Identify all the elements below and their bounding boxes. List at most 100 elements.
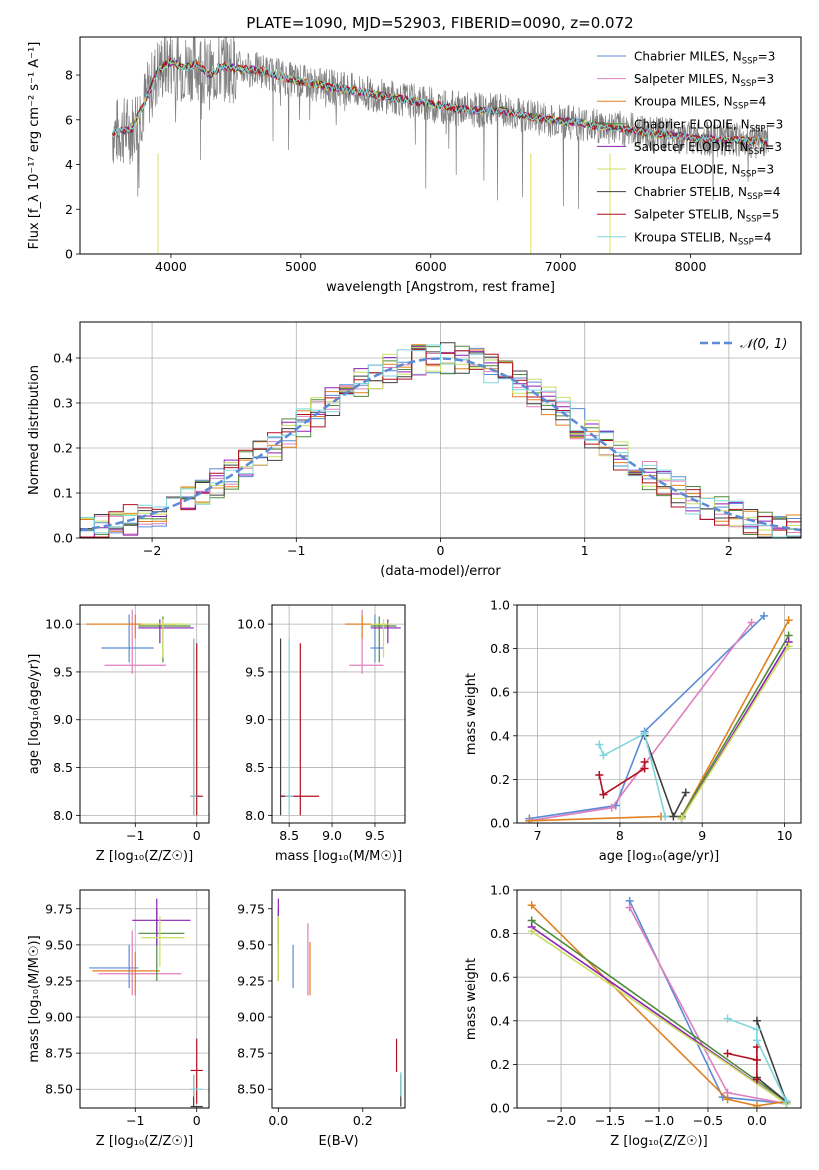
y-tick-label: 0.3 bbox=[53, 396, 73, 411]
histogram-step-line bbox=[80, 347, 801, 538]
y-tick-label: 2 bbox=[65, 202, 73, 217]
weight-marker bbox=[752, 1056, 761, 1065]
y-tick-label: 9.00 bbox=[45, 1010, 73, 1025]
axes-frame bbox=[79, 36, 802, 255]
legend-count: =3 bbox=[756, 163, 774, 177]
x-tick-label: 1 bbox=[581, 543, 589, 558]
legend-count: =3 bbox=[764, 140, 782, 154]
y-tick-label: 4 bbox=[65, 157, 73, 172]
x-axis-label: Z [log₁₀(Z/Z☉)] bbox=[96, 849, 193, 864]
legend-label: Chabrier ELODIE, NSSP=3 bbox=[634, 117, 783, 134]
plot-area bbox=[80, 342, 801, 538]
histogram-step-line bbox=[80, 344, 801, 538]
axes-frame bbox=[516, 604, 802, 824]
plot-area bbox=[86, 609, 203, 816]
legend-subscript: SSP bbox=[742, 57, 758, 67]
legend-label: Salpeter ELODIE, NSSP=3 bbox=[634, 140, 782, 157]
y-tick-label: 0.2 bbox=[490, 772, 510, 787]
weight-line bbox=[531, 930, 787, 1105]
weight-marker bbox=[784, 642, 793, 651]
weight-marker bbox=[669, 812, 678, 821]
legend-count: =4 bbox=[749, 95, 767, 109]
weight-line bbox=[531, 919, 787, 1103]
axes-frame bbox=[516, 889, 802, 1109]
y-tick-label: 9.0 bbox=[245, 712, 265, 727]
ebv-mass-panel: 0.0 0.2 8.50 8.75 9.00 9.25 9.50 9.75 E(B-V) bbox=[237, 889, 406, 1149]
weight-marker bbox=[527, 901, 536, 910]
y-tick-label: 0 bbox=[65, 247, 73, 262]
x-tick-label: −2.0 bbox=[546, 1113, 576, 1128]
x-tick-label: 0.0 bbox=[747, 1113, 767, 1128]
y-tick-label: 8.0 bbox=[245, 808, 265, 823]
x-axis-label: Z [log₁₀(Z/Z☉)] bbox=[610, 1134, 707, 1149]
weight-line bbox=[643, 735, 687, 819]
y-tick-label: 0.8 bbox=[490, 926, 510, 941]
x-tick-label: 8 bbox=[616, 828, 624, 843]
weight-marker bbox=[723, 1049, 732, 1058]
plot-area bbox=[525, 611, 793, 823]
weight-marker bbox=[782, 1097, 791, 1106]
y-tick-label: 8.50 bbox=[237, 1082, 265, 1097]
weight-line bbox=[727, 1017, 788, 1102]
y-tick-label: 9.50 bbox=[237, 937, 265, 952]
weight-marker bbox=[759, 611, 768, 620]
legend-count: =3 bbox=[758, 50, 776, 64]
axes-frame bbox=[79, 889, 210, 1109]
weight-line bbox=[531, 904, 787, 1107]
x-axis-label: age [log₁₀(age/yr)] bbox=[599, 849, 720, 864]
x-tick-label: 0 bbox=[193, 1113, 201, 1128]
y-tick-label: 0.0 bbox=[490, 1101, 510, 1116]
weight-marker bbox=[661, 812, 670, 821]
y-axis-label: mass weight bbox=[464, 673, 479, 755]
legend-count: =3 bbox=[766, 117, 784, 131]
y-tick-label: 0.2 bbox=[53, 441, 73, 456]
x-tick-label: 0.0 bbox=[268, 1113, 288, 1128]
y-tick-label: 0.6 bbox=[490, 685, 510, 700]
x-axis-label: Z [log₁₀(Z/Z☉)] bbox=[96, 1134, 193, 1149]
legend-label: Salpeter STELIB, NSSP=5 bbox=[634, 208, 779, 225]
y-tick-label: 9.75 bbox=[237, 901, 265, 916]
weight-marker bbox=[640, 757, 649, 766]
weight-marker bbox=[681, 788, 690, 797]
model-spectrum-line bbox=[112, 59, 768, 147]
legend-label: Chabrier STELIB, NSSP=4 bbox=[634, 185, 781, 202]
y-tick-label: 0.4 bbox=[490, 1013, 510, 1028]
x-tick-label: 0 bbox=[437, 543, 445, 558]
y-axis-label: Flux [f_λ 10⁻¹⁷ erg cm⁻² s⁻¹ A⁻¹] bbox=[27, 42, 42, 250]
x-axis-label: (data-model)/error bbox=[380, 564, 501, 579]
legend-subscript: SSP bbox=[738, 237, 754, 247]
x-tick-label: −1 bbox=[126, 1113, 144, 1128]
axes-frame bbox=[271, 604, 406, 824]
legend-subscript: SSP bbox=[748, 147, 764, 157]
model-spectrum-line bbox=[112, 58, 768, 146]
x-tick-label: −1 bbox=[126, 828, 144, 843]
legend-count: =4 bbox=[754, 230, 772, 244]
x-tick-label: 7000 bbox=[545, 259, 577, 274]
gaussian-curve bbox=[80, 357, 801, 532]
x-tick-label: 7 bbox=[534, 828, 542, 843]
x-tick-label: 0 bbox=[193, 828, 201, 843]
plot-area bbox=[112, 37, 769, 254]
y-tick-label: 10.0 bbox=[45, 617, 73, 632]
x-tick-label: 8.5 bbox=[279, 828, 299, 843]
legend-subscript: SSP bbox=[747, 192, 763, 202]
x-tick-label: −1 bbox=[287, 543, 305, 558]
y-tick-label: 9.0 bbox=[53, 712, 73, 727]
legend-count: =3 bbox=[756, 72, 774, 86]
x-tick-label: 2 bbox=[725, 543, 733, 558]
legend-count: =4 bbox=[763, 185, 781, 199]
y-tick-label: 9.5 bbox=[245, 664, 265, 679]
weight-line bbox=[529, 621, 753, 822]
y-tick-label: 9.5 bbox=[53, 664, 73, 679]
residual-histogram-panel: −2 −1 0 1 2 0.0 0.1 0.2 0.3 0.4 (data-model)/error… bbox=[27, 321, 802, 579]
weight-marker bbox=[752, 1101, 761, 1108]
weight-marker bbox=[595, 771, 604, 780]
y-tick-label: 0.0 bbox=[490, 816, 510, 831]
weight-marker bbox=[525, 816, 534, 823]
weight-line bbox=[680, 635, 790, 817]
weight-line bbox=[680, 645, 790, 820]
y-axis-label: mass weight bbox=[464, 958, 479, 1040]
weight-marker bbox=[752, 1075, 761, 1084]
weight-marker bbox=[784, 616, 793, 625]
y-tick-label: 9.00 bbox=[237, 1010, 265, 1025]
